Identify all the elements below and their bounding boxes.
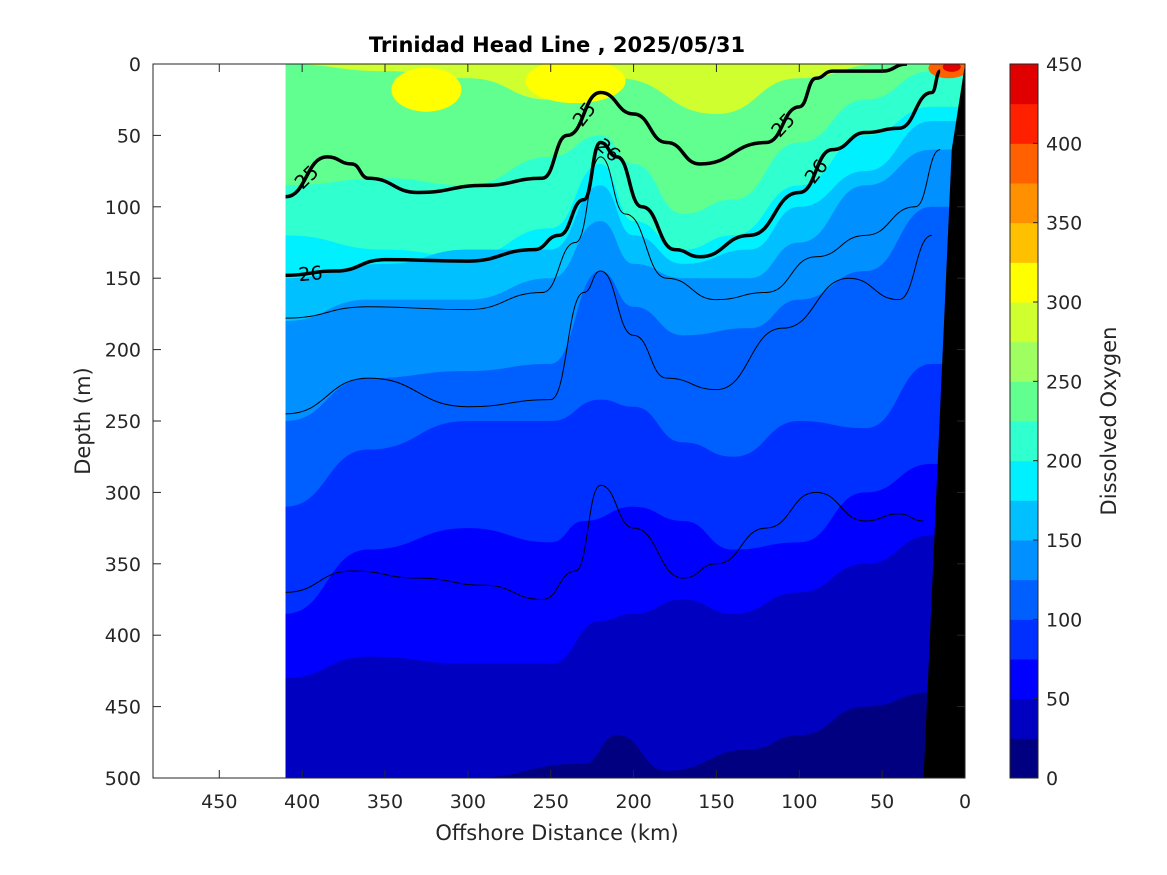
colorbar: 0 50 100 150 200 250 300 350 400 450 [1009, 54, 1082, 790]
colorbar-tick-label: 450 [1046, 54, 1082, 76]
oxygen-band [285, 535, 965, 778]
colorbar-tick-label: 200 [1046, 451, 1082, 473]
oxygen-band [285, 692, 965, 778]
oxygen-band [942, 64, 961, 72]
colorbar-swatch [1010, 302, 1038, 343]
x-tick-label: 400 [284, 791, 320, 813]
colorbar-swatch [1010, 341, 1038, 382]
colorbar-swatch [1010, 64, 1038, 105]
colorbar-tick-label: 100 [1046, 609, 1082, 631]
x-tick-label: 200 [615, 791, 651, 813]
colorbar-swatch [1010, 421, 1038, 462]
x-axis-label: Offshore Distance (km) [435, 821, 678, 845]
y-tick-label: 450 [105, 697, 141, 719]
y-axis-label: Depth (m) [71, 367, 95, 474]
bathymetry [923, 64, 965, 778]
oxygen-bands [285, 64, 965, 778]
y-tick-label: 400 [105, 625, 141, 647]
bathymetry-shape [923, 64, 965, 778]
x-tick-label: 150 [698, 791, 734, 813]
density-contour [285, 64, 908, 199]
colorbar-tick-label: 150 [1046, 530, 1082, 552]
y-tick-label: 50 [117, 125, 141, 147]
colorbar-swatch [1010, 103, 1038, 144]
y-tick-label: 300 [105, 482, 141, 504]
colorbar-swatch [1010, 738, 1038, 779]
contour-label: 26 [298, 262, 324, 286]
y-tick-label: 250 [105, 411, 141, 433]
x-tick-label: 50 [870, 791, 894, 813]
x-tick-label: 250 [533, 791, 569, 813]
y-tick-label: 350 [105, 554, 141, 576]
x-axis: 450 400 350 300 250 200 150 100 50 0 [201, 64, 971, 813]
colorbar-swatch [1010, 698, 1038, 739]
colorbar-tick-label: 300 [1046, 292, 1082, 314]
colorbar-label: Dissolved Oxygen [1097, 327, 1121, 516]
colorbar-tick-label: 50 [1046, 689, 1070, 711]
colorbar-swatch [1010, 540, 1038, 581]
colorbar-swatch [1010, 183, 1038, 224]
y-tick-label: 150 [105, 268, 141, 290]
density-contour [285, 484, 924, 601]
colorbar-tick-label: 250 [1046, 371, 1082, 393]
x-tick-label: 0 [959, 791, 971, 813]
density-contour [285, 69, 942, 278]
y-tick-label: 0 [129, 54, 141, 76]
colorbar-swatch [1010, 262, 1038, 303]
density-contour [285, 149, 941, 319]
colorbar-swatch [1010, 619, 1038, 660]
colorbar-swatch [1010, 143, 1038, 184]
colorbar-swatch [1010, 381, 1038, 422]
colorbar-swatch [1010, 579, 1038, 620]
colorbar-tick-label: 350 [1046, 213, 1082, 235]
y-axis: 0 50 100 150 200 250 300 350 400 450 500 [105, 54, 965, 790]
y-tick-label: 100 [105, 197, 141, 219]
y-tick-label: 200 [105, 340, 141, 362]
x-tick-label: 350 [367, 791, 403, 813]
colorbar-swatch [1010, 500, 1038, 541]
chart-title: Trinidad Head Line , 2025/05/31 [369, 33, 745, 57]
colorbar-tick-label: 400 [1046, 133, 1082, 155]
x-tick-label: 100 [781, 791, 817, 813]
colorbar-swatch [1010, 659, 1038, 700]
oxygen-band [391, 67, 462, 112]
colorbar-tick-label: 0 [1046, 768, 1058, 790]
colorbar-frame [1009, 63, 1039, 779]
x-tick-label: 300 [450, 791, 486, 813]
y-tick-label: 500 [105, 768, 141, 790]
density-contour [285, 234, 932, 415]
x-tick-label: 450 [201, 791, 237, 813]
colorbar-swatch [1010, 460, 1038, 501]
colorbar-swatch [1010, 222, 1038, 263]
